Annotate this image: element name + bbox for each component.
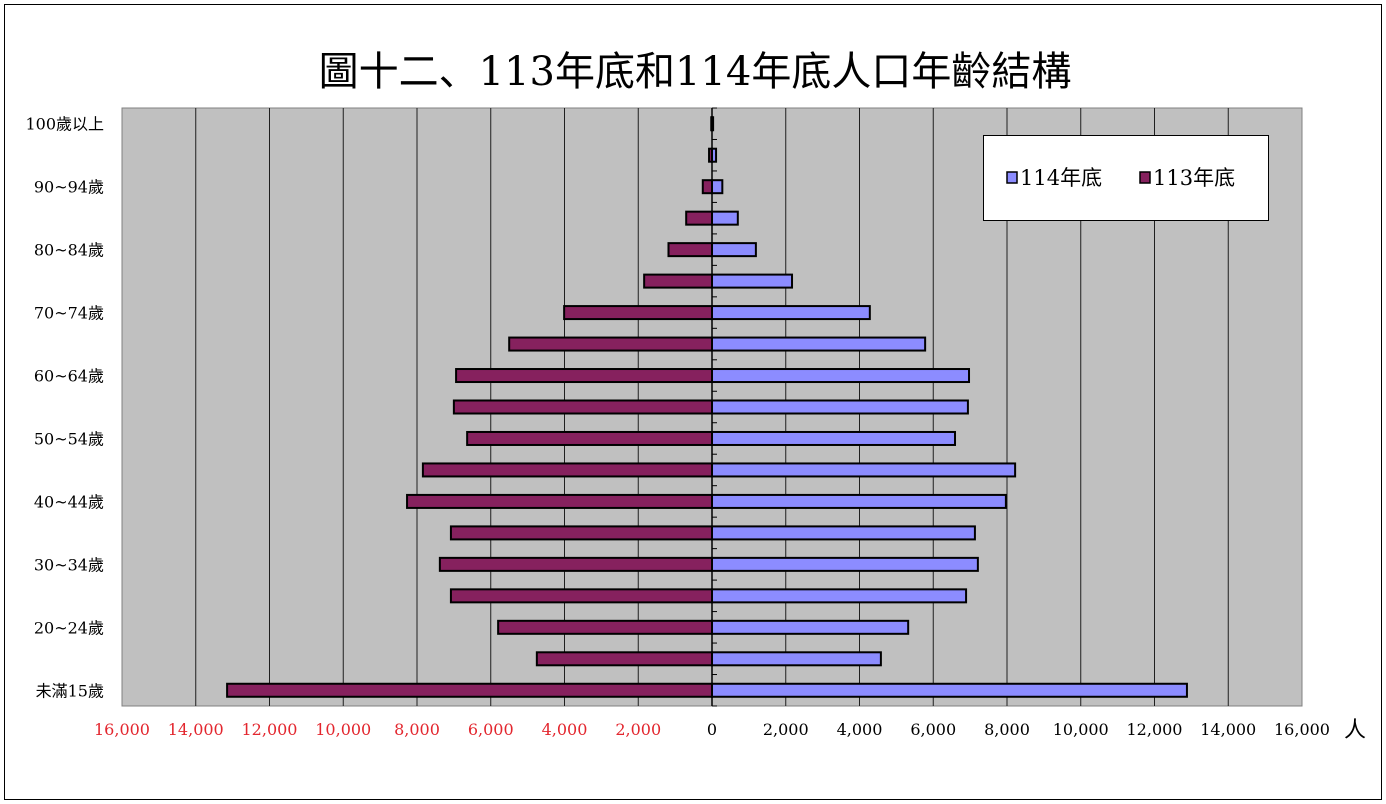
legend: 114年底 113年底 [983,135,1269,221]
x-tick-label: 8,000 [984,720,1030,739]
legend-box [983,135,1269,221]
bar-series-1-row-13 [643,273,714,289]
y-axis-label: 30~34歲 [34,555,104,574]
legend-swatch-113 [1139,171,1151,184]
y-axis-label: 60~64歲 [34,367,104,386]
bar-series-0-row-16 [711,179,724,195]
bar-series-0-row-0 [711,682,1188,698]
y-axis-label: 100歲以上 [25,115,104,134]
bar-series-1-row-4 [438,556,713,572]
x-tick-label: 0 [707,720,717,739]
x-tick-label: 16,000 [1274,720,1330,739]
x-tick-label: 4,000 [837,720,883,739]
bars [226,116,1188,698]
bar-series-1-row-11 [508,336,713,352]
x-tick-label: 12,000 [1127,720,1183,739]
bar-series-0-row-10 [711,368,971,384]
bar-series-0-row-8 [711,430,957,446]
bar-series-0-row-15 [711,210,739,226]
bar-series-0-row-4 [711,556,979,572]
chart-title: 圖十二、113年底和114年底人口年齡結構 [319,49,1072,95]
bar-series-1-row-9 [452,399,713,415]
x-tick-label: 16,000 [94,720,150,739]
y-axis-label: 70~74歲 [34,304,104,323]
bar-series-0-row-12 [711,305,871,321]
y-axis-label: 40~44歲 [34,492,104,511]
y-axis-labels: 未滿15歲 20~24歲 30~34歲 40~44歲 50~54歲 60~64歲 70~74… [25,115,104,701]
legend-label-113: 113年底 [1153,166,1235,190]
x-tick-label: 8,000 [394,720,440,739]
bar-series-0-row-14 [711,242,757,258]
x-tick-label: 10,000 [315,720,371,739]
y-axis-label: 未滿15歲 [36,681,104,700]
y-axis-label: 90~94歲 [34,178,104,197]
bar-series-1-row-0 [226,682,713,698]
x-tick-label: 2,000 [615,720,661,739]
bar-series-0-row-11 [711,336,927,352]
bar-series-0-row-6 [711,493,1007,509]
bar-series-0-row-2 [711,619,910,635]
bar-series-1-row-7 [421,462,713,478]
x-axis-unit: 人 [1344,718,1366,743]
y-axis-label: 50~54歲 [34,429,104,448]
bar-series-0-row-7 [711,462,1017,478]
x-tick-label: 6,000 [468,720,514,739]
bar-series-1-row-3 [449,588,713,604]
bar-series-1-row-10 [455,368,713,384]
y-axis-label: 20~24歲 [34,618,104,637]
bar-series-1-row-12 [563,305,713,321]
bar-series-0-row-1 [711,651,882,667]
x-tick-label: 6,000 [910,720,956,739]
bar-series-1-row-8 [466,430,713,446]
category-axis [711,107,717,707]
bar-series-0-row-5 [711,525,976,541]
x-tick-label: 4,000 [542,720,588,739]
x-tick-label: 14,000 [168,720,224,739]
bar-series-0-row-3 [711,588,968,604]
bar-series-1-row-15 [685,210,713,226]
legend-label-114: 114年底 [1020,166,1102,190]
bar-series-1-row-1 [535,651,713,667]
x-tick-label: 2,000 [763,720,809,739]
bar-series-1-row-16 [701,179,713,195]
x-tick-label: 10,000 [1053,720,1109,739]
bar-series-1-row-2 [497,619,713,635]
bar-series-1-row-14 [667,242,713,258]
bar-series-1-row-6 [406,493,713,509]
bar-series-1-row-5 [449,525,713,541]
x-axis-labels: 16,000 14,000 12,000 10,000 8,000 6,000 4,000 2… [94,720,1330,739]
legend-swatch-114 [1006,171,1018,184]
y-axis-label: 80~84歲 [34,241,104,260]
x-tick-label: 12,000 [242,720,298,739]
bar-series-0-row-9 [711,399,969,415]
bar-series-0-row-13 [711,273,794,289]
x-tick-label: 14,000 [1200,720,1256,739]
